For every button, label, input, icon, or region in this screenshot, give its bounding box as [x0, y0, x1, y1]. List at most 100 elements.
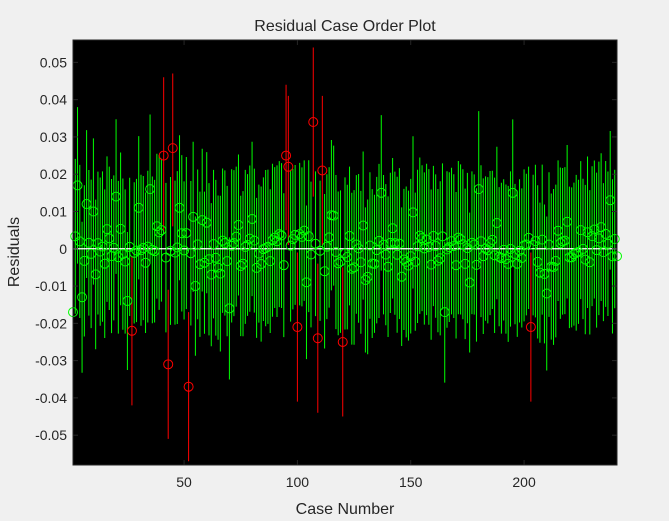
y-tick-label: 0.01 [40, 203, 67, 219]
y-axis-label: Residuals [6, 217, 23, 287]
residual-point [596, 222, 607, 233]
residual-point [154, 227, 165, 238]
residual-point [376, 187, 387, 198]
residual-point [587, 231, 598, 242]
residual-point [156, 225, 167, 236]
residual-point [469, 239, 480, 250]
residual-point [485, 238, 496, 249]
residual-point [421, 234, 432, 245]
residual-point [439, 307, 450, 318]
residual-point [396, 271, 407, 282]
residual-point [609, 234, 620, 245]
residual-point [188, 211, 199, 222]
residual-point [539, 268, 550, 279]
residual-point [507, 187, 518, 198]
residual-point [256, 259, 267, 270]
residual-point [204, 254, 214, 265]
outlier-residual-point [525, 322, 536, 333]
residual-point [430, 241, 441, 252]
axes-box [72, 39, 618, 466]
outlier-residual-point [312, 333, 323, 344]
y-tick-label: -0.02 [35, 315, 67, 331]
residual-point [598, 247, 609, 258]
residual-point [238, 258, 248, 269]
residual-point [285, 240, 296, 251]
residual-point [226, 240, 237, 251]
residual-point [213, 262, 224, 273]
y-tick-label: 0.05 [40, 54, 67, 70]
residual-point [111, 191, 122, 202]
residual-point [589, 224, 600, 235]
residual-point [408, 207, 418, 218]
residual-point [487, 234, 498, 245]
residual-point [260, 243, 271, 254]
y-tick-label: 0 [59, 241, 67, 257]
residual-point [498, 244, 509, 255]
y-tick-label: 0.03 [40, 129, 67, 145]
residual-point [371, 245, 382, 256]
y-axis-ticks: -0.05 -0.04 -0.03 -0.02 -0.01 0 0.01 0.02 0.03 0.… [35, 54, 617, 443]
residual-point [541, 288, 552, 299]
residual-point [453, 232, 464, 243]
residual-point [88, 206, 99, 217]
residual-point [115, 223, 126, 234]
residual-point [389, 238, 400, 249]
outlier-residual-point [158, 150, 169, 161]
residual-point [240, 241, 251, 252]
chart-title: Residual Case Order Plot [254, 18, 436, 35]
residual-point [174, 202, 185, 213]
residual-point [383, 261, 394, 272]
residual-point [328, 210, 339, 221]
residual-point [194, 259, 205, 270]
outlier-residual-point [292, 322, 303, 333]
residual-point [460, 258, 471, 269]
residual-point [179, 245, 190, 256]
residual-point [548, 261, 559, 272]
y-tick-label: -0.04 [35, 390, 67, 406]
residual-point [360, 274, 371, 285]
x-tick-label: 150 [399, 474, 423, 490]
y-tick-label: 0.04 [40, 92, 67, 108]
residual-point [170, 247, 180, 258]
x-axis-ticks: 50 100 150 200 [176, 40, 536, 490]
residual-point [147, 244, 158, 255]
outlier-residual-point [163, 359, 174, 370]
residual-point [473, 184, 484, 195]
residual-point [274, 229, 285, 240]
residual-point [208, 239, 219, 250]
residual-point [267, 235, 278, 246]
residual-point [516, 252, 527, 263]
residual-point [432, 255, 443, 266]
residual-point [369, 258, 380, 269]
residual-point [544, 239, 554, 250]
residual-point [235, 260, 246, 271]
residual-point [532, 256, 543, 267]
residual-point [81, 199, 92, 210]
residual-point [176, 228, 187, 239]
residual-point [491, 218, 502, 229]
residual-point [278, 260, 289, 271]
outlier-residual-point [281, 150, 292, 161]
residual-point [353, 243, 364, 254]
residual-point [104, 233, 115, 244]
residual-point [333, 258, 344, 269]
residual-point [231, 231, 242, 242]
residual-point [215, 268, 226, 279]
residual-point [228, 238, 239, 249]
outlier-residual-point [317, 165, 328, 176]
residual-point [575, 225, 586, 236]
outlier-residual-point [183, 381, 194, 392]
residual-point [394, 238, 405, 249]
residual-point [410, 256, 421, 267]
residual-point [412, 241, 423, 252]
y-tick-label: -0.01 [35, 278, 67, 294]
y-tick-label: -0.05 [35, 427, 67, 443]
residual-point [521, 239, 532, 250]
residual-point [559, 235, 570, 246]
residual-point [392, 249, 403, 260]
residual-point [342, 252, 353, 263]
x-axis-label: Case Number [296, 501, 395, 518]
residual-point [145, 184, 156, 195]
residual-point [108, 242, 119, 253]
residual-point [97, 241, 108, 252]
